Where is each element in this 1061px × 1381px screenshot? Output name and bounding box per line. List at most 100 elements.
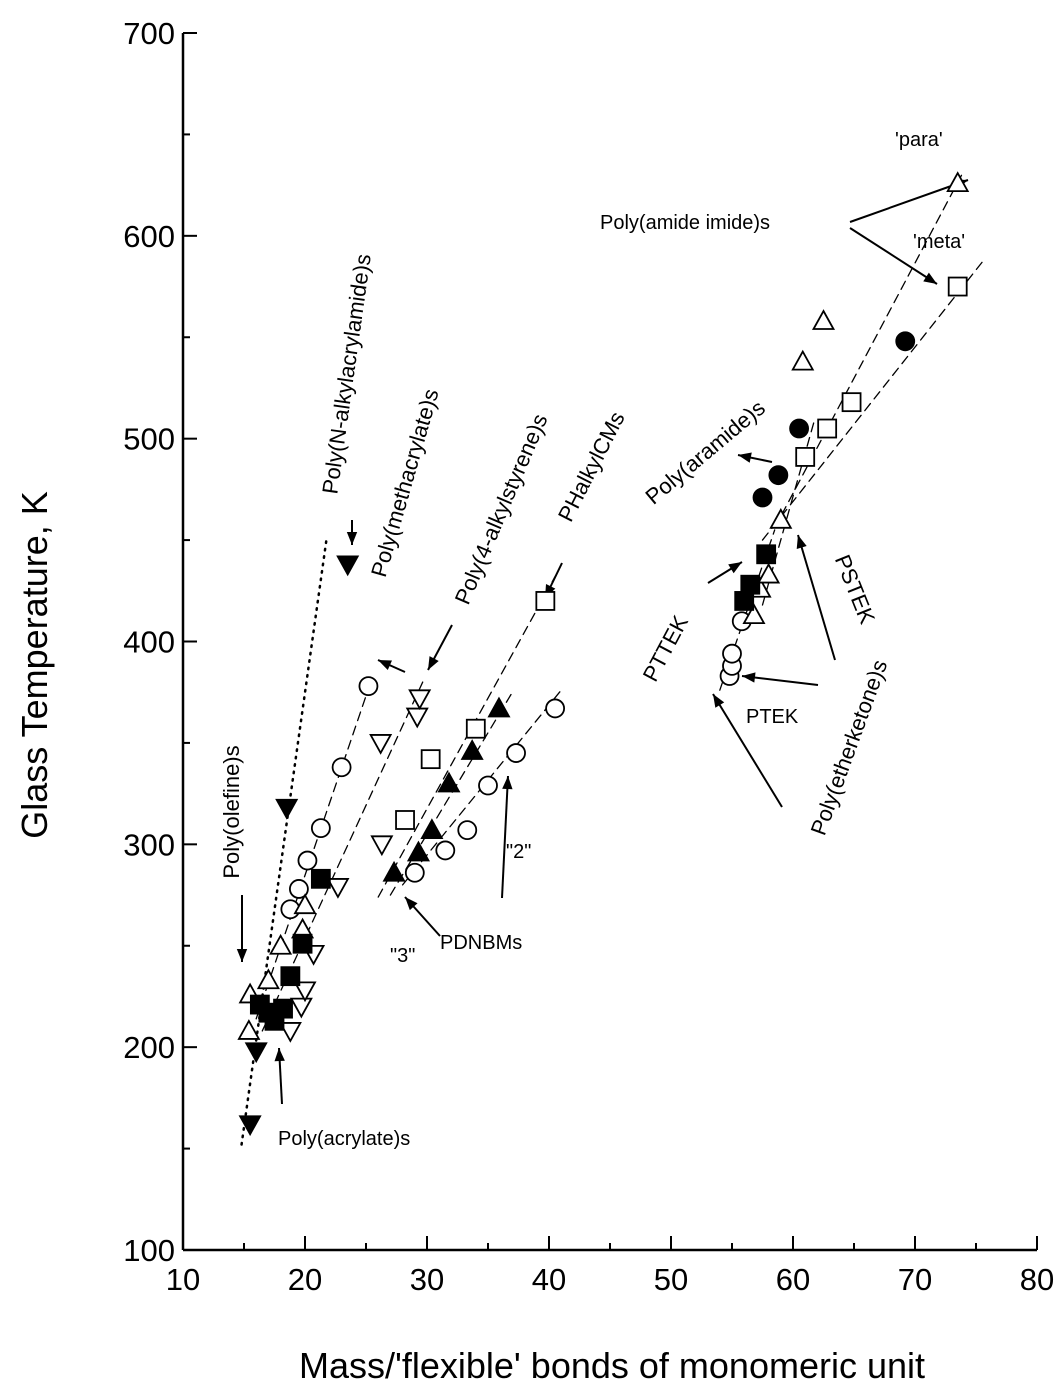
data-point-filled-up-triangle <box>487 696 511 718</box>
annotation-arrowhead <box>346 531 358 545</box>
data-point-open-up-triangle <box>791 349 815 371</box>
x-tick-label: 60 <box>776 1262 810 1297</box>
annotation-poly-methacrylate: Poly(methacrylate)s <box>366 386 444 580</box>
annotation-arrowhead <box>502 776 513 790</box>
annotation-arrowhead <box>923 272 937 284</box>
data-point-open-down-triangle <box>289 997 313 1019</box>
data-point-open-circle <box>297 850 318 871</box>
data-point-open-down-triangle <box>370 835 394 857</box>
x-tick-label: 50 <box>654 1262 688 1297</box>
data-point-open-square <box>420 749 441 770</box>
x-axis-title: Mass/'flexible' bonds of monomeric unit <box>299 1345 925 1381</box>
data-point-filled-square <box>310 868 331 889</box>
data-point-filled-circle <box>789 418 809 439</box>
data-point-open-circle <box>478 775 498 796</box>
data-point-open-up-triangle <box>269 933 293 955</box>
data-point-open-up-triangle <box>769 507 793 529</box>
trend-line-dashed <box>255 677 373 1020</box>
trend-line-dashed <box>761 261 983 541</box>
annotation-phalkylcms: PHalkylCMs <box>553 408 630 526</box>
trend-line-dotted <box>240 534 329 1146</box>
data-point-open-up-triangle <box>946 171 970 192</box>
data-point-filled-circle <box>768 465 789 486</box>
data-point-open-square <box>817 418 838 439</box>
y-tick-label: 100 <box>123 1233 175 1268</box>
data-point-open-circle <box>506 743 526 763</box>
y-tick-label: 400 <box>123 625 175 660</box>
x-tick-label: 10 <box>166 1262 200 1297</box>
annotation-arrowhead <box>728 562 742 574</box>
annotation-arrow <box>849 227 938 285</box>
data-point-filled-up-triangle <box>406 840 430 862</box>
data-point-open-up-triangle <box>757 562 781 584</box>
data-point-open-down-triangle <box>293 981 317 1003</box>
data-point-filled-down-triangle <box>238 1115 262 1137</box>
annotation-arrowhead <box>274 1048 285 1062</box>
annotation-pdnbms: PDNBMs <box>440 932 522 954</box>
data-point-open-up-triangle <box>811 309 836 330</box>
annotation-meta: 'meta' <box>913 231 965 253</box>
data-point-filled-down-triangle <box>336 555 360 577</box>
data-point-open-square <box>395 810 415 830</box>
y-tick-label: 300 <box>123 827 175 862</box>
annotation-poly-4-alkylstyrene: Poly(4-alkylstyrene)s <box>450 410 553 608</box>
annotation-arrowhead <box>428 656 439 670</box>
annotation-arrowhead <box>405 897 418 911</box>
data-point-filled-square <box>740 574 761 595</box>
x-tick-label: 30 <box>410 1262 444 1297</box>
annotation-arrow <box>501 775 509 899</box>
data-point-filled-up-triangle <box>460 739 484 760</box>
data-point-open-circle <box>457 820 478 841</box>
data-point-open-down-triangle <box>369 734 393 755</box>
y-axis-title: Glass Temperature, K <box>14 491 55 838</box>
annotation-poly-n-alkylacrylamide: Poly(N-alkylacrylamide)s <box>317 252 375 495</box>
x-tick-label: 20 <box>288 1262 322 1297</box>
data-point-filled-square <box>292 933 313 954</box>
data-points <box>237 171 970 1137</box>
data-point-filled-up-triangle <box>437 771 461 793</box>
annotation-poly-olefine: Poly(olefine)s <box>219 745 244 878</box>
data-point-filled-up-triangle <box>382 860 406 882</box>
annotation-poly-acrylate: Poly(acrylate)s <box>278 1128 410 1150</box>
annotation-arrowhead <box>713 694 725 708</box>
annotation-arrowhead <box>738 452 752 463</box>
data-point-open-circle <box>310 818 331 839</box>
annotation-pstek: PSTEK <box>830 551 880 628</box>
annotation-pttek: PTTEK <box>638 611 694 686</box>
data-point-filled-down-triangle <box>244 1042 268 1064</box>
x-tick-label: 40 <box>532 1262 566 1297</box>
data-point-open-up-triangle <box>742 603 766 625</box>
data-point-open-up-triangle <box>237 1019 261 1040</box>
annotation-3: "3" <box>390 945 415 967</box>
y-tick-label: 200 <box>123 1030 175 1065</box>
data-point-filled-square <box>280 966 301 987</box>
data-point-filled-square <box>273 998 293 1019</box>
trend-line-dashed <box>389 691 514 896</box>
annotation-arrow <box>849 179 969 223</box>
annotation-arrow <box>712 693 783 808</box>
data-point-open-down-triangle <box>278 1022 302 1043</box>
annotation-arrow <box>797 534 836 661</box>
annotation-poly-amide-imide: Poly(amide imide)s <box>600 212 770 234</box>
data-point-open-square <box>465 718 486 739</box>
annotation-poly-etherketone: Poly(etherketone)s <box>806 656 893 838</box>
data-point-open-circle <box>358 676 379 697</box>
x-tick-label: 70 <box>898 1262 932 1297</box>
data-point-open-square <box>535 591 556 611</box>
data-point-open-square <box>947 276 968 297</box>
data-point-open-circle <box>331 757 352 778</box>
annotation-arrowhead <box>742 672 756 683</box>
x-tick-label: 80 <box>1020 1262 1054 1297</box>
data-point-filled-circle <box>752 487 773 508</box>
data-point-open-up-triangle <box>293 893 317 915</box>
trend-line-dashed <box>774 170 965 529</box>
data-point-filled-square <box>756 544 777 565</box>
data-point-filled-square <box>734 591 755 611</box>
data-point-filled-circle <box>895 331 916 352</box>
data-point-open-circle <box>404 862 425 883</box>
y-tick-label: 500 <box>123 422 175 457</box>
data-point-open-circle <box>722 643 742 664</box>
axes: 10 20 30 40 50 60 70 80 100 200 300 400 500 600 700 <box>123 16 1054 1297</box>
annotation-arrowhead <box>796 535 807 549</box>
annotation-poly-aramide: Poly(aramide)s <box>640 395 769 509</box>
